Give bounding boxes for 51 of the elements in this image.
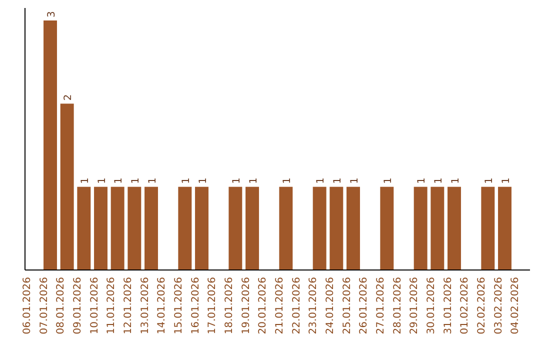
data-label: 1 [96, 177, 108, 184]
x-tick-label: 24.01.2026 [324, 277, 336, 334]
x-tick-label: 31.01.2026 [442, 277, 454, 334]
x-tick-label: 20.01.2026 [258, 277, 269, 334]
x-tick-label: 23.01.2026 [308, 277, 320, 334]
x-tick-label: 01.02.2026 [460, 277, 471, 334]
x-tick-label: 19.01.2026 [240, 277, 252, 334]
data-label: 1 [416, 177, 428, 184]
x-tick-label: 14.01.2026 [156, 277, 168, 334]
x-tick-label: 10.01.2026 [89, 277, 100, 334]
x-tick-label: 27.01.2026 [375, 277, 386, 334]
data-label: 1 [484, 177, 495, 184]
data-label: 1 [500, 177, 512, 184]
x-tick-label: 11.01.2026 [106, 277, 118, 334]
data-label: 1 [80, 177, 91, 184]
data-label: 1 [332, 177, 344, 184]
data-label: 1 [349, 177, 360, 184]
x-tick-label: 26.01.2026 [358, 277, 370, 334]
data-label: 1 [450, 177, 462, 184]
x-tick-label: 29.01.2026 [409, 277, 420, 334]
x-tick-label: 02.02.2026 [476, 277, 488, 334]
data-label: 1 [316, 177, 327, 184]
x-tick-label: 04.02.2026 [510, 277, 522, 334]
data-label: 1 [198, 177, 209, 184]
data-label: 1 [231, 177, 242, 184]
data-label: 1 [248, 177, 260, 184]
x-tick-label: 28.01.2026 [392, 277, 404, 334]
x-tick-label: 16.01.2026 [190, 277, 202, 334]
x-tick-label: 07.01.2026 [38, 277, 50, 334]
x-tick-label: 09.01.2026 [72, 277, 84, 334]
data-label: 3 [46, 11, 58, 18]
data-label: 1 [382, 177, 394, 184]
x-tick-label: 17.01.2026 [207, 277, 218, 334]
x-tick-label: 30.01.2026 [426, 277, 437, 334]
x-tick-label: 18.01.2026 [224, 277, 235, 334]
x-tick-label: 22.01.2026 [291, 277, 302, 334]
x-tick-label: 25.01.2026 [342, 277, 353, 334]
x-tick-label: 12.01.2026 [122, 277, 134, 334]
data-label: 1 [282, 177, 293, 184]
data-label: 1 [147, 177, 158, 184]
x-tick-label: 03.02.2026 [493, 277, 504, 334]
x-tick-label: 15.01.2026 [173, 277, 184, 334]
x-tick-label: 06.01.2026 [22, 277, 33, 334]
data-label: 1 [180, 177, 192, 184]
data-label: 1 [130, 177, 142, 184]
x-tick-label: 21.01.2026 [274, 277, 286, 334]
data-label: 1 [114, 177, 125, 184]
x-tick-label: 08.01.2026 [56, 277, 67, 334]
x-tick-label: 13.01.2026 [140, 277, 151, 334]
data-label: 1 [433, 177, 444, 184]
data-label: 2 [63, 94, 74, 101]
